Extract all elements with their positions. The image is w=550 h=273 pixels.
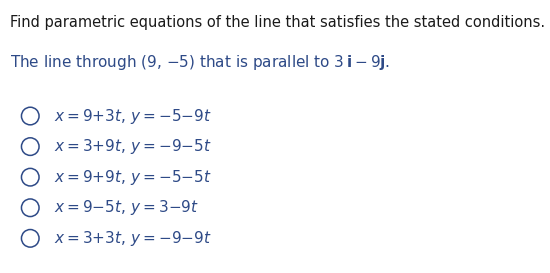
Text: $x = 9{+}9t, \, y = {-}5{-}5t$: $x = 9{+}9t, \, y = {-}5{-}5t$ (54, 168, 212, 187)
Text: Find parametric equations of the line that satisfies the stated conditions.: Find parametric equations of the line th… (10, 15, 545, 30)
Text: $x = 3{+}9t, \, y = {-}9{-}5t$: $x = 3{+}9t, \, y = {-}9{-}5t$ (54, 137, 212, 156)
Text: $x = 9{-}5t, \, y = 3{-}9t$: $x = 9{-}5t, \, y = 3{-}9t$ (54, 198, 199, 217)
Text: The line through (9, $-$5) that is parallel to 3$\,\mathbf{i}-$9$\mathbf{j}$.: The line through (9, $-$5) that is paral… (10, 53, 390, 72)
Text: $x = 3{+}3t, \, y = {-}9{-}9t$: $x = 3{+}3t, \, y = {-}9{-}9t$ (54, 229, 212, 248)
Text: $x = 9{+}3t, \, y = {-}5{-}9t$: $x = 9{+}3t, \, y = {-}5{-}9t$ (54, 106, 212, 126)
